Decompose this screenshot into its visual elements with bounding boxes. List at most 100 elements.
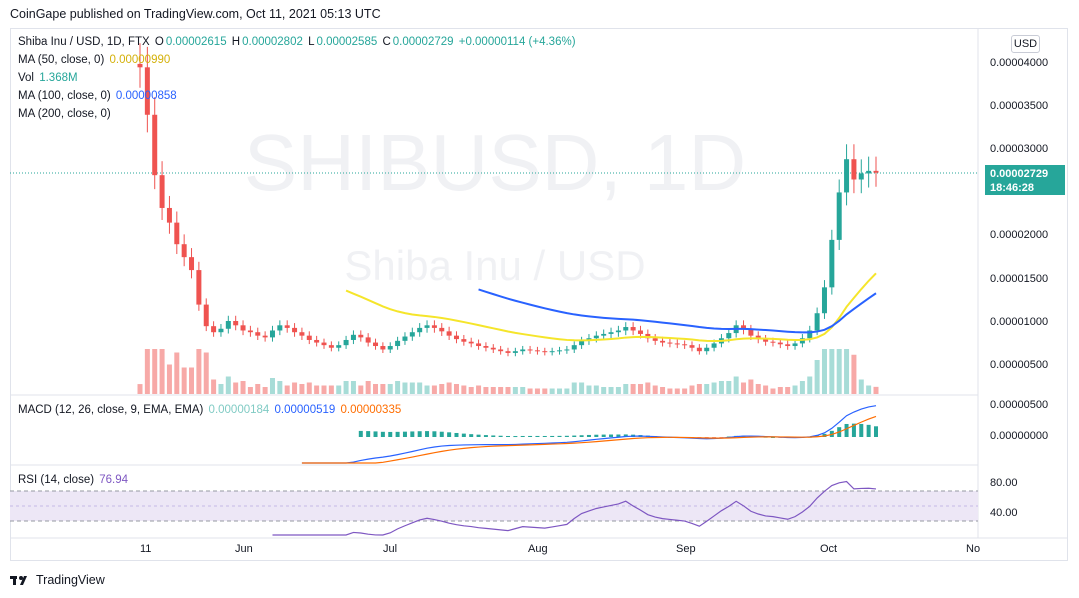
- candle-body: [365, 337, 371, 343]
- volume-bar: [211, 379, 217, 394]
- ma100-legend: MA (100, close, 0) 0.00000858: [18, 90, 177, 102]
- volume-bar: [586, 385, 592, 394]
- volume-bar: [431, 385, 437, 394]
- candle-body: [866, 170, 872, 174]
- volume-bar: [858, 379, 864, 394]
- macd-hist-bar: [609, 434, 614, 437]
- volume-bar: [807, 376, 813, 394]
- candle-body: [623, 327, 629, 331]
- time-tick: Sep: [676, 543, 696, 555]
- macd-hist-bar: [601, 434, 606, 437]
- candle-body: [461, 339, 467, 342]
- volume-bar: [387, 384, 393, 394]
- macd-hist-bar: [844, 423, 849, 437]
- candle-body: [630, 327, 636, 331]
- volume-bar: [630, 384, 636, 394]
- macd-hist-bar: [366, 431, 371, 437]
- volume-bar: [277, 381, 283, 394]
- bar-countdown: 18:46:28: [990, 182, 1035, 194]
- volume-bar: [468, 387, 474, 394]
- macd-hist-bar: [447, 432, 452, 437]
- volume-bar: [255, 384, 261, 394]
- volume-bar: [321, 385, 327, 394]
- candle-body: [409, 332, 415, 337]
- candle-body: [424, 325, 430, 328]
- macd-hist-bar: [579, 435, 584, 437]
- candle-body: [689, 345, 695, 348]
- candle-body: [417, 327, 423, 333]
- candle-body: [696, 347, 702, 352]
- macd-hist-bar: [410, 431, 415, 437]
- current-price-box: 0.00002729 18:46:28: [985, 165, 1065, 195]
- volume-legend: Vol 1.368M: [18, 72, 78, 84]
- time-tick: Oct: [820, 543, 838, 555]
- volume-bar: [593, 385, 599, 394]
- volume-bar: [505, 387, 511, 394]
- volume-bar: [439, 384, 445, 394]
- volume-bar: [682, 388, 688, 394]
- tradingview-footer[interactable]: TradingView: [10, 573, 105, 587]
- ma50-line: [345, 272, 877, 343]
- volume-bar: [152, 349, 158, 394]
- volume-bar: [159, 349, 165, 394]
- macd-tick: 0.00000000: [990, 430, 1049, 442]
- volume-bar: [557, 388, 563, 394]
- volume-bar: [446, 382, 452, 394]
- candle-body: [181, 244, 187, 258]
- volume-bar: [755, 384, 761, 394]
- volume-bar: [549, 388, 555, 394]
- volume-bar: [601, 387, 607, 394]
- volume-bar: [520, 387, 526, 394]
- volume-bar: [814, 360, 820, 394]
- volume-bar: [166, 364, 172, 394]
- volume-bar: [137, 384, 143, 394]
- candle-body: [571, 345, 577, 350]
- volume-bar: [615, 387, 621, 394]
- candle-body: [858, 173, 864, 180]
- volume-bar: [512, 387, 518, 394]
- candle-body: [652, 338, 658, 341]
- volume-bar: [328, 385, 334, 394]
- macd-hist-bar: [432, 431, 437, 437]
- candle-body: [785, 344, 791, 347]
- candle-body: [255, 332, 261, 336]
- volume-bar: [476, 385, 482, 394]
- volume-bar: [189, 367, 195, 394]
- candle-body: [350, 334, 356, 340]
- time-tick: Jun: [235, 543, 253, 555]
- candle-body: [498, 349, 504, 352]
- candle-body: [306, 335, 312, 340]
- volume-bar: [873, 386, 879, 394]
- candle-body: [755, 335, 761, 340]
- macd-hist-bar: [439, 431, 444, 437]
- volume-bar: [527, 388, 533, 394]
- volume-bar: [483, 387, 489, 394]
- macd-hist-bar: [550, 435, 555, 437]
- volume-group: [137, 349, 879, 394]
- volume-bar: [314, 385, 320, 394]
- candle-body: [269, 330, 275, 338]
- chart-frame[interactable]: [10, 28, 1068, 561]
- rsi-tick: 40.00: [990, 507, 1018, 519]
- volume-bar: [637, 384, 643, 394]
- candle-body: [512, 351, 518, 353]
- macd-hist-bar: [469, 434, 474, 437]
- macd-hist-bar: [542, 435, 547, 437]
- macd-hist-bar: [859, 423, 864, 437]
- macd-hist-bar: [388, 431, 393, 437]
- volume-bar: [262, 387, 268, 394]
- volume-bar: [733, 376, 739, 394]
- volume-bar: [417, 382, 423, 394]
- candle-body: [542, 351, 548, 353]
- candle-body: [314, 339, 320, 343]
- volume-bar: [358, 385, 364, 394]
- candle-body: [741, 325, 747, 330]
- volume-bar: [498, 387, 504, 394]
- candle-body: [490, 347, 496, 350]
- candle-body: [777, 342, 783, 345]
- candle-body: [395, 340, 401, 347]
- macd-hist-bar: [557, 435, 562, 437]
- candle-body: [534, 350, 540, 352]
- currency-button[interactable]: USD: [1011, 35, 1040, 53]
